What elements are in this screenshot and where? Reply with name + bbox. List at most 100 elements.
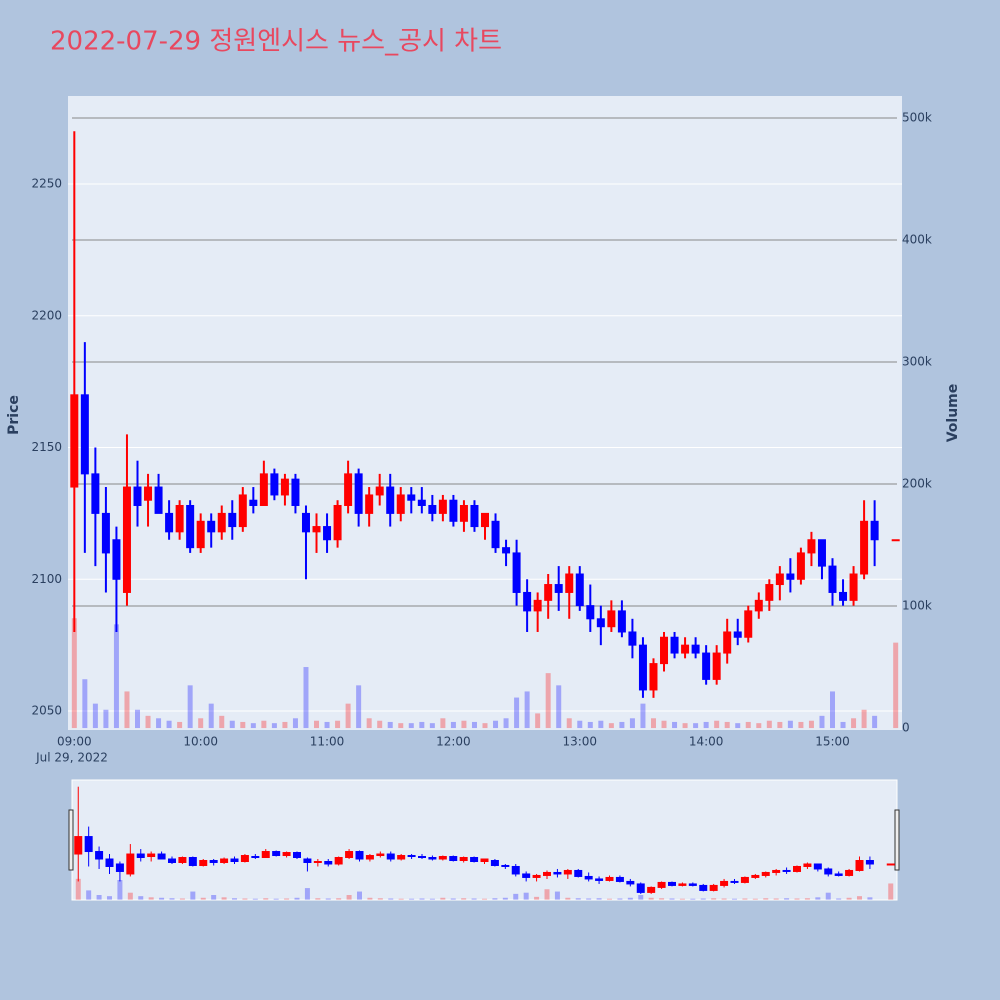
candle-body	[407, 855, 416, 858]
x-tick-label: 10:00	[183, 735, 218, 749]
candle-body	[74, 836, 83, 855]
volume-bar	[669, 898, 675, 900]
candle-body	[238, 494, 247, 528]
candle-body	[199, 859, 208, 866]
volume-bar	[545, 673, 551, 729]
candle-body	[249, 499, 258, 506]
candle-body	[730, 880, 739, 883]
volume-bar	[107, 896, 112, 900]
volume-bar	[324, 721, 330, 729]
candle-body	[533, 599, 542, 612]
y2-tick-label: 300k	[902, 354, 932, 368]
candle-body	[154, 486, 163, 514]
volume-bar	[148, 897, 154, 900]
candle-body	[586, 605, 595, 620]
volume-bar	[607, 898, 612, 900]
candle-body	[133, 486, 142, 506]
candle-body	[668, 881, 676, 886]
candle-body	[744, 610, 753, 638]
y2-tick-label: 400k	[902, 232, 932, 246]
candle-body	[217, 512, 226, 533]
volume-bar	[661, 720, 667, 729]
candle-body	[543, 871, 551, 876]
volume-bar	[851, 718, 857, 729]
y2-tick-label: 200k	[902, 477, 932, 491]
candle-body	[772, 869, 781, 873]
candle-body	[649, 663, 658, 691]
candle-body	[733, 631, 742, 638]
x-tick-label: 13:00	[562, 735, 597, 749]
candle-body	[523, 591, 532, 612]
candle-body	[615, 876, 624, 882]
x-tick-label: 11:00	[310, 735, 345, 749]
volume-bar	[169, 898, 175, 900]
volume-bar	[648, 897, 654, 900]
candle-body	[165, 512, 174, 533]
candle-body	[417, 499, 426, 506]
candle-body	[813, 863, 822, 870]
range-handle[interactable]	[68, 809, 74, 871]
x-tick-label: 09:00	[57, 735, 92, 749]
volume-bar	[640, 703, 646, 729]
candle-body	[354, 473, 363, 514]
volume-bar	[777, 721, 783, 729]
volume-bar	[888, 883, 894, 900]
range-slider[interactable]	[71, 779, 898, 901]
volume-bar	[366, 718, 372, 729]
volume-bar	[221, 897, 227, 900]
volume-bar	[672, 721, 678, 729]
volume-bar	[773, 898, 779, 900]
volume-bar	[145, 715, 151, 729]
candle-body	[470, 504, 479, 528]
candle-body	[282, 852, 291, 857]
volume-bar	[346, 895, 352, 900]
candle-body	[261, 851, 270, 859]
candle-body	[438, 499, 447, 514]
candle-body	[817, 539, 826, 567]
candle-body	[196, 520, 205, 549]
volume-bar	[808, 720, 814, 729]
candle-body	[501, 864, 510, 867]
volume-bar	[482, 898, 487, 900]
volume-bar	[867, 897, 873, 900]
candle-body	[828, 565, 837, 593]
volume-bar	[784, 898, 790, 900]
candle-body	[575, 573, 584, 607]
candle-body	[574, 869, 583, 877]
volume-bar	[830, 691, 835, 729]
volume-bar	[535, 713, 541, 729]
candle-body	[147, 853, 156, 858]
volume-bar	[92, 703, 98, 729]
volume-bar	[314, 720, 320, 729]
candle-body	[136, 853, 145, 859]
candle-body	[396, 494, 405, 514]
volume-bar	[303, 667, 309, 729]
candle-body	[553, 871, 562, 875]
volume-bar	[804, 898, 810, 900]
volume-bar	[200, 897, 206, 900]
candle-body	[691, 644, 700, 654]
volume-bar	[815, 897, 821, 900]
volume-bar	[273, 898, 279, 900]
candle-body	[891, 539, 900, 542]
candle-body	[80, 394, 89, 475]
volume-bar	[284, 898, 290, 900]
candle-body	[720, 880, 729, 886]
candle-body	[312, 526, 321, 533]
candle-body	[178, 857, 187, 863]
candle-body	[126, 853, 135, 875]
volume-bar	[229, 720, 235, 729]
candle-body	[280, 478, 289, 496]
candle-body	[303, 858, 312, 863]
candle-body	[168, 858, 176, 863]
x-date-label: Jul 29, 2022	[35, 751, 108, 765]
volume-bar	[556, 685, 562, 729]
candle-body	[334, 857, 343, 865]
volume-bar	[271, 723, 277, 729]
y-tick-label: 2200	[31, 308, 62, 322]
range-handle[interactable]	[894, 809, 900, 871]
candle-body	[793, 865, 801, 872]
candle-body	[657, 881, 666, 888]
candle-body	[438, 856, 447, 860]
candle-body	[459, 857, 468, 861]
